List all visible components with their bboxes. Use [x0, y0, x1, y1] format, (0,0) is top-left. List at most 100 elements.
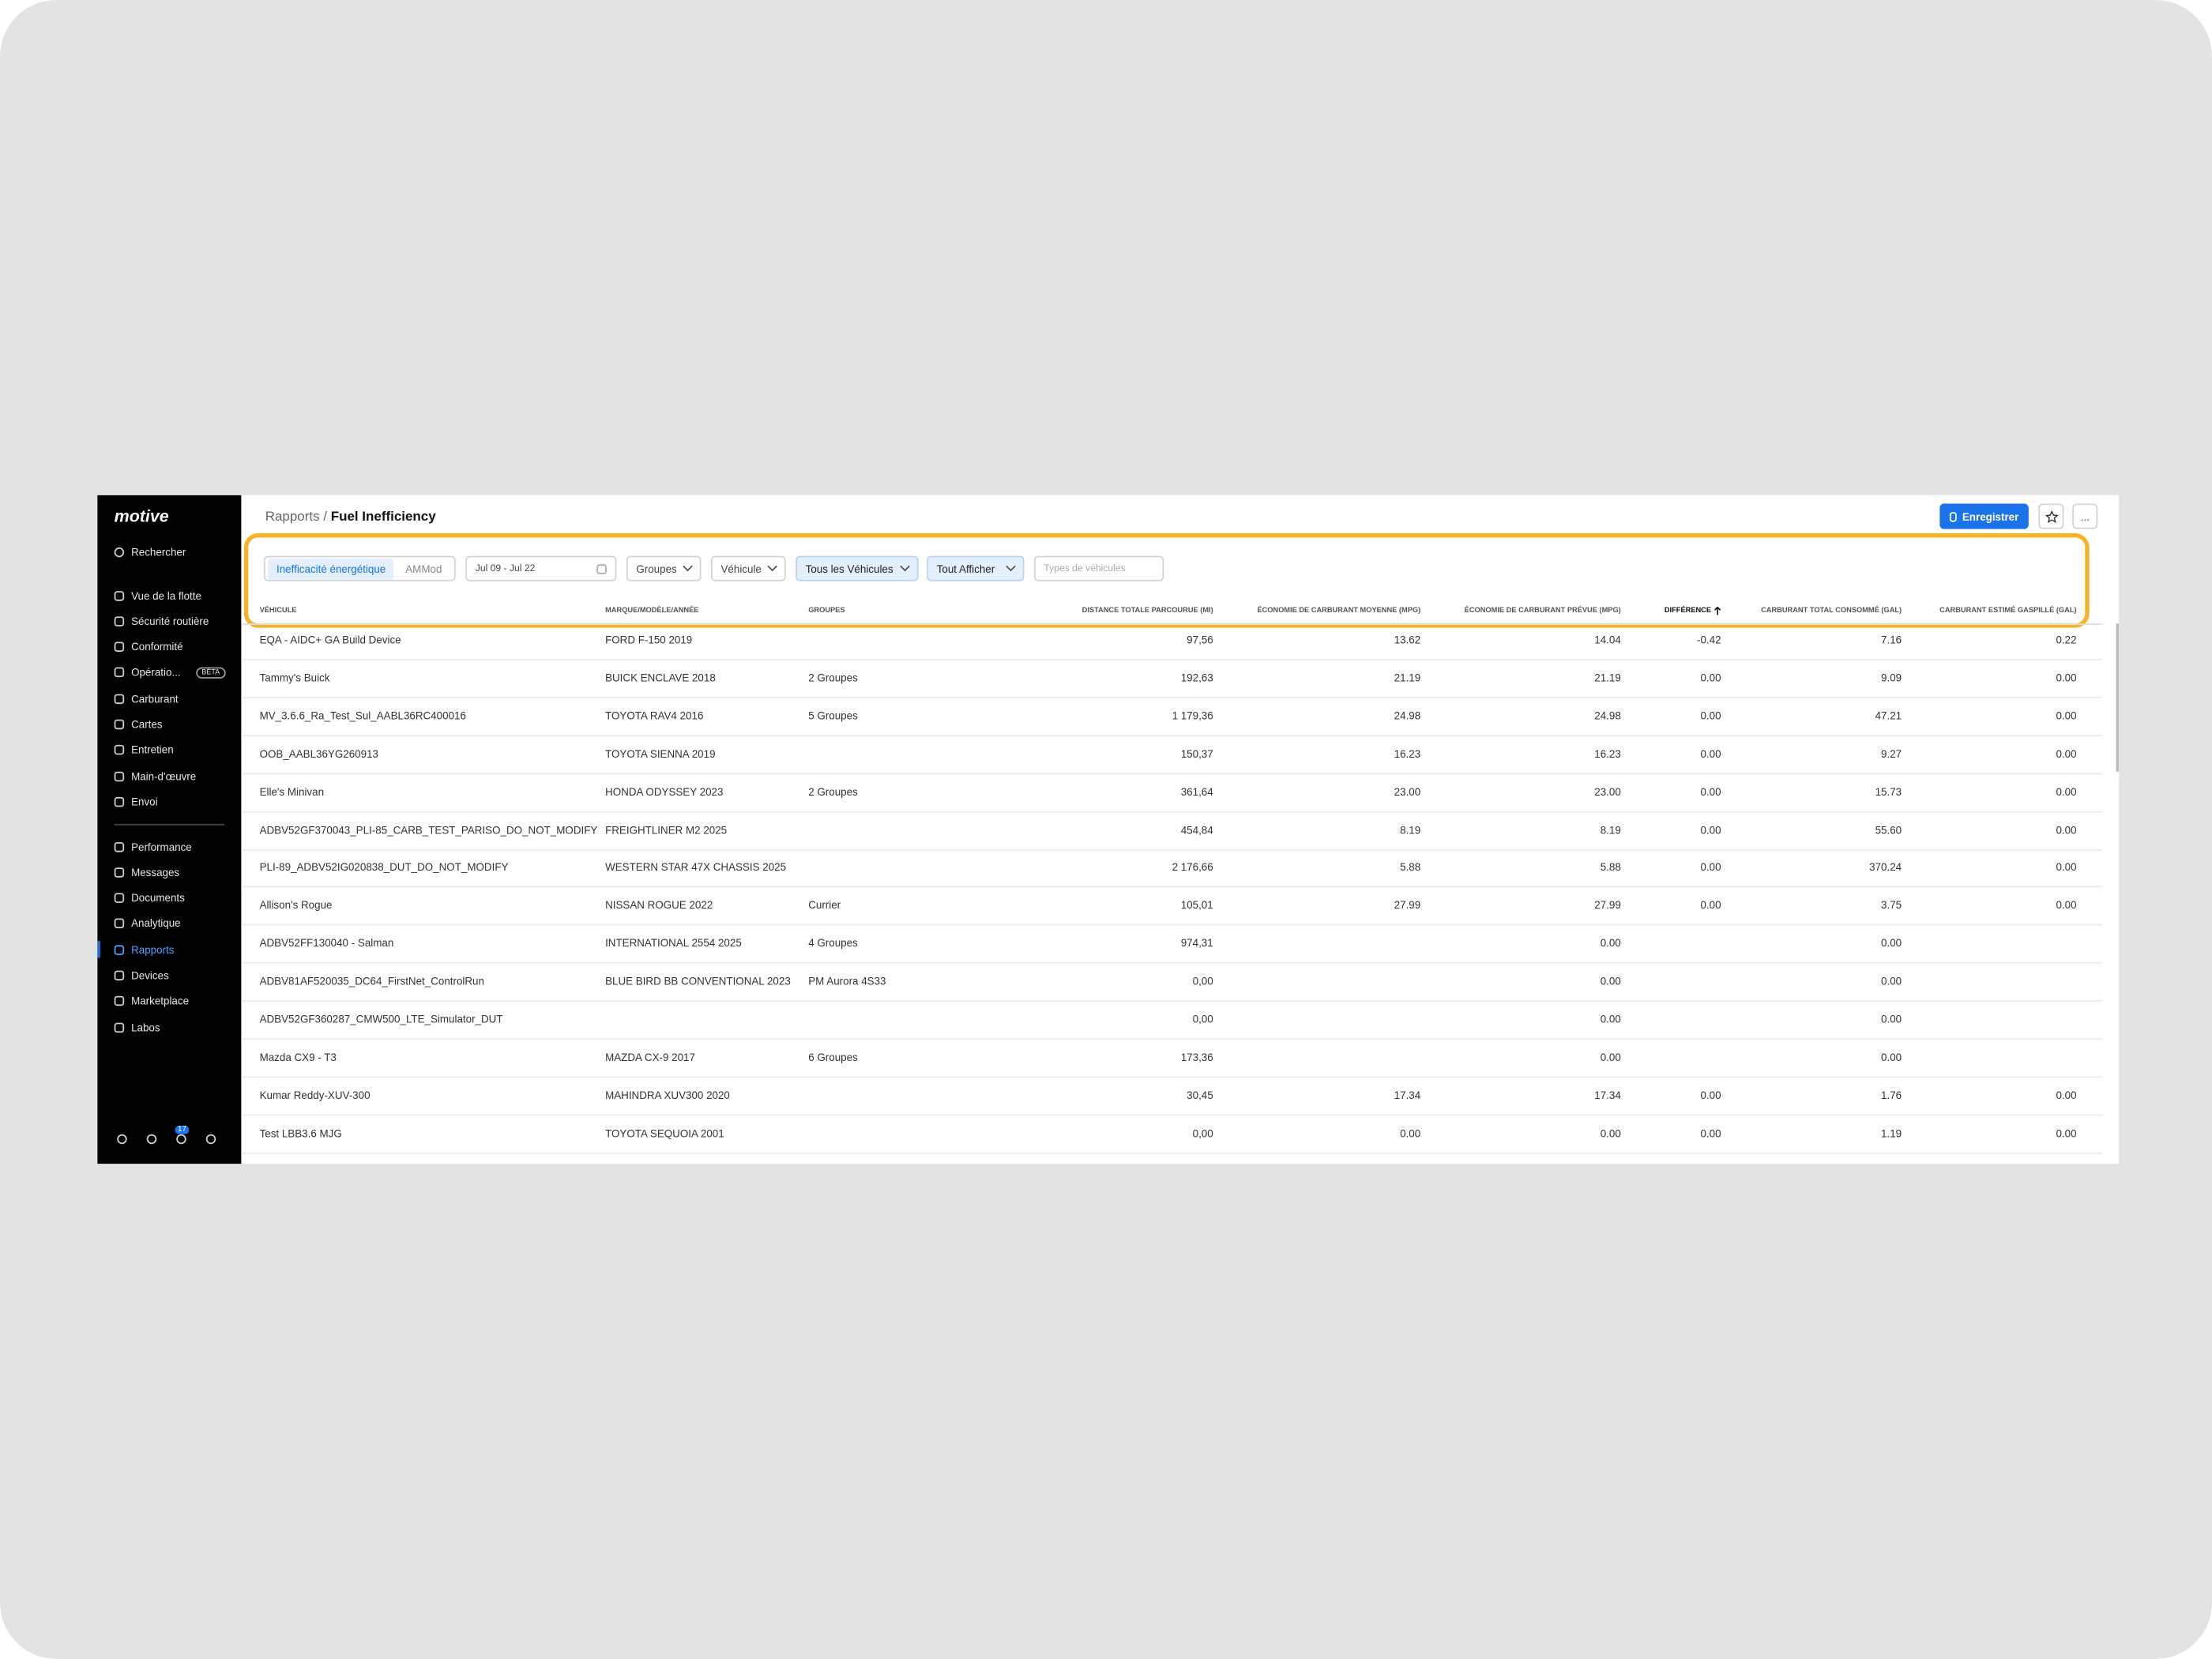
date-range: Jul 09 - Jul 22: [475, 563, 536, 574]
nav-item[interactable]: Sécurité routière: [114, 613, 209, 630]
table-cell: FORD F-150 2019: [605, 633, 693, 646]
favorite-button[interactable]: [2038, 503, 2064, 529]
column-header[interactable]: GROUPES: [808, 606, 845, 615]
tab[interactable]: AMMod: [405, 562, 442, 575]
nav-icon: [114, 1021, 125, 1033]
table-cell: TOYOTA SEQUOIA 2001: [605, 1127, 724, 1140]
table-cell: 192,63: [1180, 671, 1213, 684]
table-cell: 9.27: [1881, 747, 1902, 760]
nav-icon: [114, 615, 125, 626]
sort-icon: [1714, 606, 1721, 615]
table-cell[interactable]: Mazda CX9 - T3: [259, 1051, 337, 1064]
table-cell: 0.00: [1700, 784, 1721, 798]
table-cell: 0,00: [1192, 975, 1213, 988]
more-button[interactable]: ...: [2072, 503, 2098, 529]
table-cell: 1 179,36: [1172, 709, 1213, 722]
table-cell[interactable]: ADBV81AF520035_DC64_FirstNet_ControlRun: [259, 975, 484, 988]
nav-item[interactable]: Devices: [114, 967, 169, 984]
table-cell: 361,64: [1180, 784, 1213, 798]
table-cell[interactable]: PLI-89_ADBV52IG020838_DUT_DO_NOT_MODIFY: [259, 860, 509, 875]
table-cell: 2 176,66: [1172, 860, 1213, 875]
column-header[interactable]: ÉCONOMIE DE CARBURANT MOYENNE (MPG): [1257, 606, 1421, 615]
nav-item[interactable]: Conformité: [114, 638, 183, 655]
search[interactable]: Rechercher: [114, 544, 186, 560]
nav-item[interactable]: Vue de la flotte: [114, 587, 201, 604]
table-cell: MAZDA CX-9 2017: [605, 1051, 695, 1064]
table-cell: 30,45: [1187, 1089, 1213, 1102]
table-cell[interactable]: Tammy's Buick: [259, 671, 330, 684]
table-cell: 15.73: [1875, 784, 1902, 798]
column-header[interactable]: VÉHICULE: [259, 606, 297, 615]
column-header[interactable]: CARBURANT ESTIMÉ GASPILLÉ (GAL): [1939, 606, 2077, 615]
table-cell: 0.00: [1400, 1127, 1421, 1140]
table-cell: TOYOTA SIENNA 2019: [605, 747, 716, 760]
vehicle-type-input[interactable]: Types de véhicules: [1033, 555, 1164, 581]
save-button[interactable]: Enregistrer: [1939, 503, 2029, 529]
column-header[interactable]: MARQUE/MODÈLE/ANNÉE: [605, 606, 699, 615]
nav-item[interactable]: Carburant: [114, 690, 179, 707]
table-cell: Currier: [808, 899, 841, 912]
nav-item[interactable]: Main-d'œuvre: [114, 768, 196, 784]
table-cell[interactable]: Elle's Minivan: [259, 784, 325, 798]
nav-item[interactable]: Performance: [114, 838, 192, 855]
table-cell[interactable]: ADBV52FF130040 - Salman: [259, 937, 394, 950]
nav-label: Carburant: [131, 692, 179, 705]
table-cell: 105,01: [1180, 899, 1213, 912]
column-header[interactable]: CARBURANT TOTAL CONSOMMÉ (GAL): [1761, 606, 1902, 615]
table-cell: 0.00: [2056, 860, 2077, 875]
date-picker[interactable]: Jul 09 - Jul 22: [465, 555, 617, 581]
table-cell: 7.16: [1881, 633, 1902, 646]
nav-item[interactable]: Messages: [114, 863, 179, 880]
header-line: [241, 623, 2102, 626]
search-label: Rechercher: [131, 545, 186, 559]
row-divider: [241, 1152, 2102, 1154]
table-cell: 0.00: [2056, 1089, 2077, 1102]
tab-group: Inefficacité énergétique AMMod: [263, 555, 456, 581]
table-cell[interactable]: Kumar Reddy-XUV-300: [259, 1089, 371, 1102]
nav-item[interactable]: Opératio... BÊTA: [114, 664, 226, 681]
nav-item[interactable]: Envoi: [114, 793, 158, 810]
table-cell: 8.19: [1400, 822, 1421, 837]
nav-item[interactable]: Marketplace: [114, 993, 189, 1010]
column-header[interactable]: ÉCONOMIE DE CARBURANT PRÉVUE (MPG): [1464, 606, 1621, 615]
nav-item[interactable]: Entretien: [114, 742, 174, 758]
nav-item[interactable]: Rapports: [114, 941, 174, 957]
nav-label: Performance: [131, 840, 192, 853]
table-cell[interactable]: EQA - AIDC+ GA Build Device: [259, 633, 401, 646]
row-divider: [241, 811, 2102, 812]
dropdown[interactable]: Tous les Véhicules: [796, 555, 919, 581]
nav-item[interactable]: Analytique: [114, 916, 181, 932]
nav-item[interactable]: Documents: [114, 890, 185, 906]
table-cell[interactable]: ADBV52GF360287_CMW500_LTE_Simulator_DUT: [259, 1013, 503, 1026]
column-header[interactable]: DIFFÉRENCE: [1665, 606, 1721, 615]
table-cell: 16.23: [1394, 747, 1421, 760]
table-cell: 14.04: [1594, 633, 1621, 646]
table-cell[interactable]: Allison's Rogue: [259, 899, 333, 912]
table-cell: 24.98: [1394, 709, 1421, 722]
table-cell: 0.00: [2056, 784, 2077, 798]
nav-label: Entretien: [131, 743, 174, 757]
table-cell: NISSAN ROGUE 2022: [605, 899, 713, 912]
nav-item[interactable]: Labos: [114, 1018, 160, 1035]
tab[interactable]: Inefficacité énergétique: [268, 558, 394, 580]
table-cell[interactable]: Test LBB3.6 MJG: [259, 1127, 342, 1140]
table-cell[interactable]: MV_3.6.6_Ra_Test_Sul_AABL36RC400016: [259, 709, 466, 722]
calendar-icon: [596, 563, 607, 574]
table-cell[interactable]: OOB_AABL36YG260913: [259, 747, 378, 760]
nav-item[interactable]: Cartes: [114, 716, 163, 732]
table-cell: 17.34: [1394, 1089, 1421, 1102]
breadcrumb-parent[interactable]: Rapports: [265, 509, 320, 525]
table-cell: 0.00: [2056, 671, 2077, 684]
table-cell: 97,56: [1187, 633, 1213, 646]
table-cell: FREIGHTLINER M2 2025: [605, 822, 728, 837]
table-cell[interactable]: ADBV52GF370043_PLI-85_CARB_TEST_PARISO_D…: [259, 822, 598, 837]
dropdown[interactable]: Véhicule: [711, 555, 786, 581]
save-label: Enregistrer: [1962, 510, 2019, 523]
table-cell: 0.00: [2056, 899, 2077, 912]
dropdown[interactable]: Groupes: [626, 555, 702, 581]
column-header[interactable]: DISTANCE TOTALE PARCOURUE (MI): [1082, 606, 1213, 615]
table-cell: 0.00: [1881, 1013, 1902, 1026]
nav-icon: [114, 796, 125, 807]
dropdown[interactable]: Tout Afficher: [927, 555, 1025, 581]
table-cell: 47.21: [1875, 709, 1902, 722]
